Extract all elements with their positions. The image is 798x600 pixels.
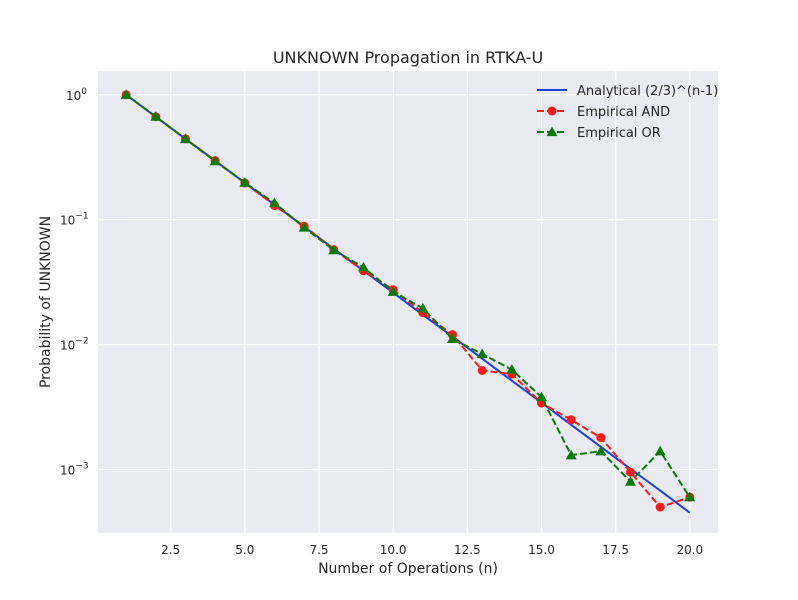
- or-point: [328, 244, 340, 255]
- chart-title: UNKNOWN Propagation in RTKA-U: [273, 48, 543, 67]
- and-point: [625, 467, 635, 477]
- legend-label-3: Empirical OR: [577, 126, 661, 141]
- y-tick-label: 100: [66, 87, 87, 103]
- or-point: [269, 197, 281, 208]
- x-tick-label: 12.5: [454, 543, 481, 557]
- or-point: [209, 155, 221, 166]
- x-tick-label: 5.0: [235, 543, 254, 557]
- y-tick-label: 10−3: [60, 461, 89, 477]
- x-tick-label: 7.5: [309, 543, 328, 557]
- x-tick-label: 2.5: [161, 543, 180, 557]
- or-point: [624, 476, 636, 486]
- or-point: [506, 364, 518, 374]
- y-tick-label: 10−1: [60, 212, 89, 228]
- x-tick-label: 17.5: [602, 543, 629, 557]
- or-point: [565, 449, 577, 460]
- x-axis-label: Number of Operations (n): [318, 561, 498, 577]
- or-point: [298, 222, 310, 232]
- x-tick-label: 20.0: [676, 543, 703, 557]
- series-layer: [120, 89, 696, 514]
- x-tick-label: 15.0: [528, 543, 555, 557]
- or-point: [417, 302, 429, 313]
- or-point: [476, 348, 488, 359]
- series-line-3: [125, 93, 691, 498]
- x-tick-label: 10.0: [380, 543, 407, 557]
- or-point: [150, 111, 162, 121]
- or-point: [446, 333, 458, 344]
- or-point: [595, 445, 607, 456]
- and-point: [596, 433, 606, 443]
- or-point: [654, 445, 666, 456]
- and-point: [477, 366, 487, 376]
- and-point: [566, 415, 576, 425]
- or-point: [684, 491, 696, 502]
- or-point: [180, 133, 192, 144]
- or-point: [120, 89, 132, 99]
- y-tick-label: 10−2: [60, 337, 89, 353]
- and-point: [655, 502, 665, 512]
- or-point: [239, 177, 251, 187]
- legend-label-2: Empirical AND: [577, 105, 670, 120]
- legend-marker: [546, 126, 558, 137]
- legend-marker: [547, 106, 557, 116]
- or-point: [535, 391, 547, 402]
- legend: Analytical (2/3)^(n-1) Empirical AND Empir…: [537, 84, 718, 141]
- or-point: [358, 261, 370, 272]
- or-point: [387, 286, 399, 296]
- y-axis-label: Probability of UNKNOWN: [38, 216, 54, 388]
- axes: 2.5 5.0 7.5 10.0 12.5 15.0 17.5 20.0 100 10−1 10−2…: [60, 87, 703, 557]
- legend-label-1: Analytical (2/3)^(n-1): [577, 84, 718, 99]
